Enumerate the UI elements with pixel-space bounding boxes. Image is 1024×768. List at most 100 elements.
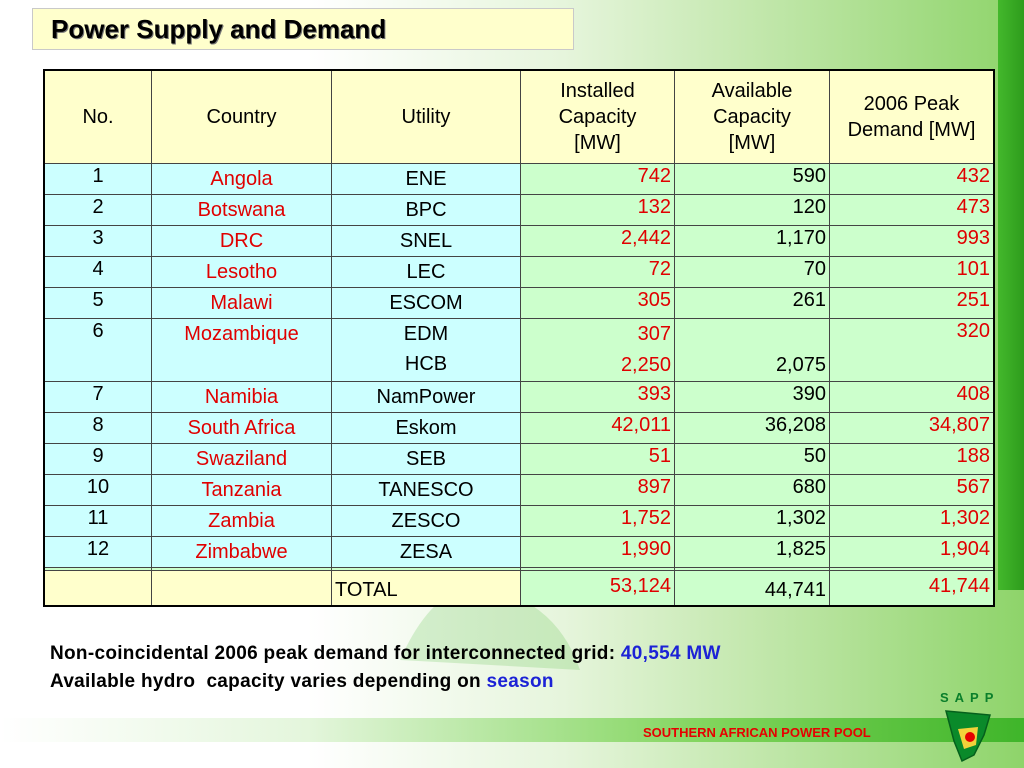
cell-no: 4 xyxy=(43,256,152,288)
cell-installed: 42,011 xyxy=(520,412,675,444)
cell-no: 1 xyxy=(43,163,152,195)
note-line-hydro: Available hydro capacity varies dependin… xyxy=(50,668,721,696)
cell-no: 8 xyxy=(43,412,152,444)
cell-available: 390 xyxy=(674,381,830,413)
table-row: 2 Botswana BPC 132 120 473 xyxy=(43,194,995,226)
cell-country: South Africa xyxy=(151,412,332,444)
cell-peak: 473 xyxy=(829,194,995,226)
cell-peak: 993 xyxy=(829,225,995,257)
table-header-row: No. Country Utility Installed Capacity [… xyxy=(43,69,995,164)
cell-no: 11 xyxy=(43,505,152,537)
cell-peak: 567 xyxy=(829,474,995,506)
cell-installed-line: 2,250 xyxy=(620,354,671,376)
header-available-line: [MW] xyxy=(728,132,776,154)
total-empty-cell xyxy=(43,570,152,607)
header-peak-line: Demand [MW] xyxy=(847,119,976,141)
notes-block: Non-coincidental 2006 peak demand for in… xyxy=(50,640,721,696)
cell-installed: 132 xyxy=(520,194,675,226)
title-bar: Power Supply and Demand xyxy=(32,8,574,50)
table-spacer-row xyxy=(43,567,995,571)
cell-no: 2 xyxy=(43,194,152,226)
total-empty-cell xyxy=(151,570,332,607)
table-total-row: TOTAL 53,124 44,741 41,744 xyxy=(43,570,995,607)
header-available-line: Capacity xyxy=(713,106,791,128)
cell-utility: SEB xyxy=(331,443,521,475)
cell-utility: ESCOM xyxy=(331,287,521,319)
cell-peak: 34,807 xyxy=(829,412,995,444)
cell-peak: 432 xyxy=(829,163,995,195)
cell-available: 1,825 xyxy=(674,536,830,568)
cell-available-line xyxy=(678,319,826,350)
cell-country: Angola xyxy=(151,163,332,195)
table-row: 4 Lesotho LEC 72 70 101 xyxy=(43,256,995,288)
cell-peak: 101 xyxy=(829,256,995,288)
cell-installed: 2,442 xyxy=(520,225,675,257)
cell-utility: ZESA xyxy=(331,536,521,568)
header-installed-line: [MW] xyxy=(574,132,621,154)
cell-installed: 1,752 xyxy=(520,505,675,537)
table-row: 9 Swaziland SEB 51 50 188 xyxy=(43,443,995,475)
note-peak-value: 40,554 MW xyxy=(620,643,721,664)
table-row: 10 Tanzania TANESCO 897 680 567 xyxy=(43,474,995,506)
cell-country: Swaziland xyxy=(151,443,332,475)
header-no: No. xyxy=(43,69,152,164)
page-title: Power Supply and Demand xyxy=(51,14,387,44)
cell-country: Malawi xyxy=(151,287,332,319)
table-row: 3 DRC SNEL 2,442 1,170 993 xyxy=(43,225,995,257)
header-peak-line: 2006 Peak xyxy=(863,93,960,115)
header-peak-demand: 2006 Peak Demand [MW] xyxy=(829,69,995,164)
cell-country: DRC xyxy=(151,225,332,257)
cell-no: 6 xyxy=(43,318,152,382)
cell-utility: SNEL xyxy=(331,225,521,257)
cell-available: 680 xyxy=(674,474,830,506)
sapp-logo-letters: SAPP xyxy=(940,690,1000,705)
cell-available: 50 xyxy=(674,443,830,475)
header-country: Country xyxy=(151,69,332,164)
cell-country: Zambia xyxy=(151,505,332,537)
sapp-africa-logo-icon xyxy=(944,710,991,763)
table-row: 5 Malawi ESCOM 305 261 251 xyxy=(43,287,995,319)
cell-available: 36,208 xyxy=(674,412,830,444)
cell-utility: BPC xyxy=(331,194,521,226)
cell-no: 5 xyxy=(43,287,152,319)
cell-no: 10 xyxy=(43,474,152,506)
cell-utility: ENE xyxy=(331,163,521,195)
cell-installed: 307 2,250 xyxy=(520,318,675,382)
cell-available: 2,075 xyxy=(674,318,830,382)
cell-installed-line: 307 xyxy=(637,323,671,345)
cell-no: 12 xyxy=(43,536,152,568)
cell-installed: 305 xyxy=(520,287,675,319)
table-row: 12 Zimbabwe ZESA 1,990 1,825 1,904 xyxy=(43,536,995,568)
cell-utility: NamPower xyxy=(331,381,521,413)
table-row: 11 Zambia ZESCO 1,752 1,302 1,302 xyxy=(43,505,995,537)
cell-installed: 897 xyxy=(520,474,675,506)
cell-available-line: 2,075 xyxy=(775,354,826,376)
table-row: 1 Angola ENE 742 590 432 xyxy=(43,163,995,195)
total-peak: 41,744 xyxy=(829,570,995,607)
note-hydro-value: season xyxy=(486,671,554,692)
header-installed-capacity: Installed Capacity [MW] xyxy=(520,69,675,164)
cell-peak: 1,302 xyxy=(829,505,995,537)
cell-utility-line: EDM xyxy=(403,323,449,345)
spacer-cell xyxy=(674,567,830,571)
cell-country: Lesotho xyxy=(151,256,332,288)
cell-installed: 742 xyxy=(520,163,675,195)
cell-country: Zimbabwe xyxy=(151,536,332,568)
cell-utility: TANESCO xyxy=(331,474,521,506)
cell-no: 7 xyxy=(43,381,152,413)
total-installed: 53,124 xyxy=(520,570,675,607)
cell-available: 261 xyxy=(674,287,830,319)
cell-peak: 251 xyxy=(829,287,995,319)
cell-available: 590 xyxy=(674,163,830,195)
cell-no: 3 xyxy=(43,225,152,257)
cell-available: 70 xyxy=(674,256,830,288)
cell-country: Botswana xyxy=(151,194,332,226)
table-row: 7 Namibia NamPower 393 390 408 xyxy=(43,381,995,413)
cell-peak: 1,904 xyxy=(829,536,995,568)
right-accent-stripe xyxy=(998,0,1024,590)
header-installed-line: Capacity xyxy=(558,106,637,128)
total-available: 44,741 xyxy=(674,570,830,607)
header-available-capacity: Available Capacity [MW] xyxy=(674,69,830,164)
note-hydro-text: Available hydro capacity varies dependin… xyxy=(50,671,487,692)
cell-utility: Eskom xyxy=(331,412,521,444)
